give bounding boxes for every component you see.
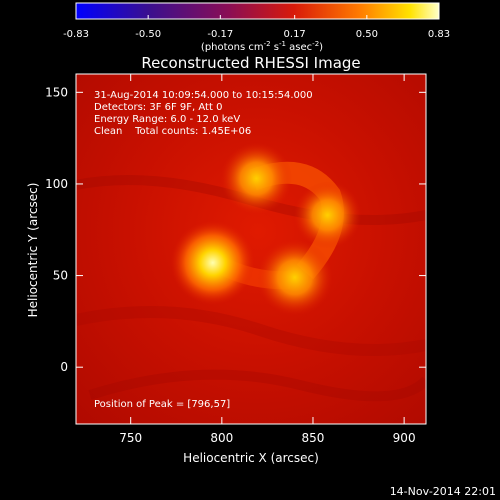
peak-position-label: Position of Peak = [796,57] xyxy=(94,399,230,410)
y-tick-label: 50 xyxy=(53,269,68,283)
colorbar-ticks: -0.83 -0.50 -0.17 0.17 0.50 0.83 xyxy=(63,2,450,40)
background-ripple xyxy=(88,369,426,402)
colorbar-tick-label: 0.50 xyxy=(356,29,378,40)
info-line-time: 31-Aug-2014 10:09:54.000 to 10:15:54.000 xyxy=(94,90,313,101)
colorbar-tick-label: -0.83 xyxy=(63,29,89,40)
emission-source xyxy=(256,239,333,316)
x-tick-label: 900 xyxy=(393,431,416,445)
colorbar-tick-label: -0.17 xyxy=(207,29,233,40)
colorbar-tick-label: 0.17 xyxy=(284,29,306,40)
image-area xyxy=(76,74,426,424)
colorbar-unit-label: (photons cm-2 s-1 asec-2) xyxy=(201,40,323,53)
emission-source xyxy=(170,220,255,305)
hxr-sources xyxy=(170,142,362,316)
info-line-counts: Clean Total counts: 1.45E+06 xyxy=(94,126,251,137)
plot-frame xyxy=(75,73,427,425)
emission-source xyxy=(220,142,293,215)
y-tick-label: 150 xyxy=(45,85,68,99)
info-line-energy: Energy Range: 6.0 - 12.0 keV xyxy=(94,114,240,125)
info-line-detectors: Detectors: 3F 6F 9F, Att 0 xyxy=(94,102,222,113)
x-tick-label: 850 xyxy=(302,431,325,445)
y-axis-label: Heliocentric Y (arcsec) xyxy=(26,183,40,318)
background-ripple xyxy=(76,306,426,356)
y-tick-label: 0 xyxy=(60,360,68,374)
colorbar-tick-label: 0.83 xyxy=(428,29,450,40)
x-tick-label: 750 xyxy=(119,431,142,445)
y-tick-label: 100 xyxy=(45,177,68,191)
colorbar-tick-label: -0.50 xyxy=(135,29,161,40)
emission-source xyxy=(293,181,362,249)
x-tick-label: 800 xyxy=(210,431,233,445)
colorbar-frame xyxy=(75,2,440,20)
axis-ticks: 750 800 850 900 0 50 100 150 xyxy=(45,74,426,445)
chart-title: Reconstructed RHESSI Image xyxy=(141,54,360,72)
x-axis-label: Heliocentric X (arcsec) xyxy=(183,451,319,465)
footer-date: 14-Nov-2014 22:01 xyxy=(390,485,496,498)
colorbar xyxy=(76,3,439,19)
